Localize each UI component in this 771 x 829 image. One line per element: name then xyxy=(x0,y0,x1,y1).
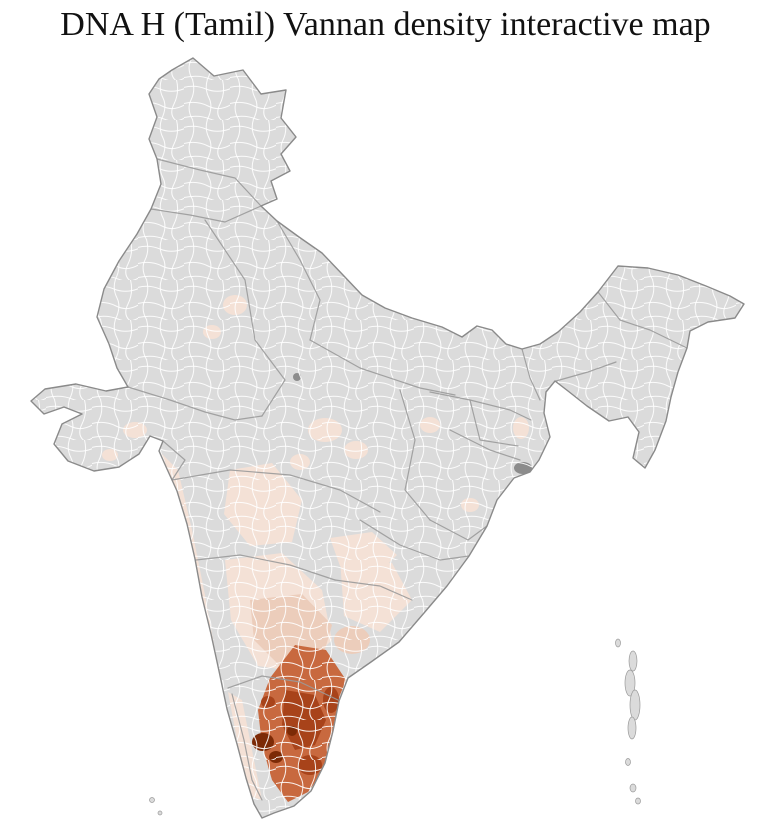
page-title: DNA H (Tamil) Vannan density interactive… xyxy=(60,6,711,43)
state-borders xyxy=(127,158,688,801)
district-borders-overlay xyxy=(31,58,744,818)
andaman-nicobar-islands[interactable] xyxy=(615,638,641,805)
lakshadweep-islands[interactable] xyxy=(149,797,163,816)
india-outline xyxy=(30,57,745,819)
